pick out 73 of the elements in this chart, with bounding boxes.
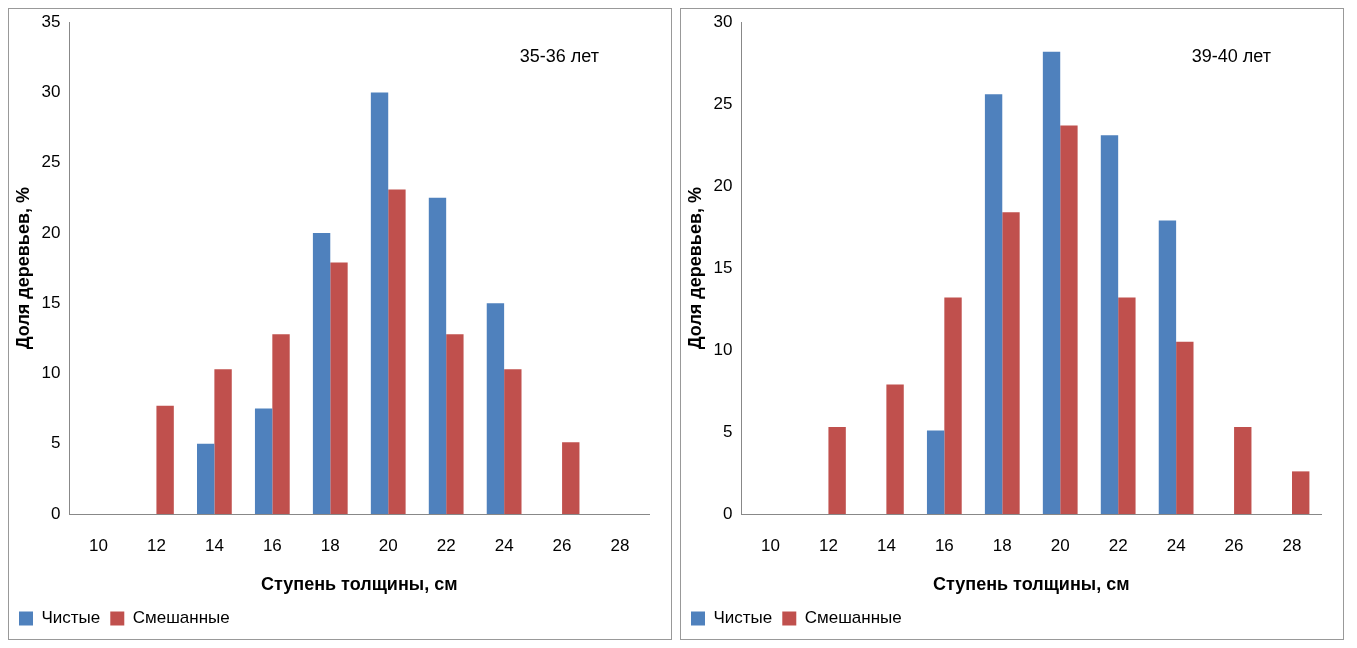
bar <box>944 297 962 514</box>
bar <box>886 384 904 514</box>
bar <box>272 334 290 514</box>
bar <box>330 262 348 514</box>
annotation: 35-36 лет <box>519 46 599 67</box>
y-tick-label: 0 <box>51 503 61 523</box>
bar <box>504 369 522 514</box>
x-tick-label: 28 <box>1282 535 1302 555</box>
x-tick-label: 22 <box>436 535 456 555</box>
bar <box>428 197 447 514</box>
y-tick-label: 15 <box>41 292 61 312</box>
bar <box>1118 297 1136 514</box>
y-tick-label: 5 <box>51 433 61 453</box>
bar <box>1100 135 1119 514</box>
x-tick-label: 10 <box>89 535 108 555</box>
bar <box>446 334 464 514</box>
x-tick-label: 20 <box>1050 535 1070 555</box>
x-tick-label: 24 <box>1166 535 1186 555</box>
bar <box>1292 471 1310 514</box>
y-tick-label: 35 <box>41 11 61 31</box>
bar <box>828 427 846 514</box>
x-axis-title: Ступень толщины, см <box>261 574 458 595</box>
x-tick-label: 18 <box>992 535 1012 555</box>
y-tick-label: 0 <box>723 503 733 523</box>
y-tick-label: 15 <box>713 257 733 277</box>
legend-label: Чистые <box>713 608 773 628</box>
x-tick-label: 16 <box>262 535 282 555</box>
legend-label: Смешанные <box>804 608 902 628</box>
bar <box>388 189 406 514</box>
x-tick-label: 14 <box>876 535 896 555</box>
y-tick-label: 20 <box>713 175 733 195</box>
bar <box>312 232 331 514</box>
bar <box>197 443 215 514</box>
legend-label: Смешанные <box>132 608 230 628</box>
x-axis-title: Ступень толщины, см <box>933 574 1130 595</box>
y-tick-label: 10 <box>41 363 61 383</box>
y-tick-label: 20 <box>41 222 61 242</box>
y-tick-label: 5 <box>723 421 733 441</box>
y-tick-label: 25 <box>41 152 61 172</box>
x-tick-label: 20 <box>378 535 398 555</box>
x-tick-label: 22 <box>1108 535 1128 555</box>
x-tick-label: 26 <box>1224 535 1244 555</box>
x-tick-label: 28 <box>610 535 630 555</box>
y-tick-label: 25 <box>713 93 733 113</box>
x-tick-label: 26 <box>552 535 572 555</box>
y-tick-label: 30 <box>41 82 61 102</box>
y-axis-title: Доля деревьев, % <box>684 187 705 350</box>
bar <box>1060 125 1078 514</box>
bar <box>486 303 505 514</box>
bar <box>370 92 389 514</box>
bar <box>1158 220 1177 514</box>
x-tick-label: 12 <box>146 535 166 555</box>
bar <box>254 408 273 514</box>
bar <box>156 405 174 514</box>
y-axis-title: Доля деревьев, % <box>12 187 33 350</box>
bar <box>984 94 1003 514</box>
bar <box>926 430 945 514</box>
x-tick-label: 18 <box>320 535 340 555</box>
bar <box>214 369 232 514</box>
x-tick-label: 12 <box>818 535 838 555</box>
x-tick-label: 10 <box>761 535 780 555</box>
legend-label: Чистые <box>41 608 101 628</box>
bar <box>1234 427 1252 514</box>
annotation: 39-40 лет <box>1191 46 1271 67</box>
bar <box>562 442 580 514</box>
x-tick-label: 14 <box>204 535 224 555</box>
bar <box>1042 51 1061 514</box>
x-tick-label: 16 <box>934 535 954 555</box>
bar <box>1002 212 1020 514</box>
bar <box>1176 341 1194 514</box>
y-tick-label: 30 <box>713 11 733 31</box>
x-tick-label: 24 <box>494 535 514 555</box>
y-tick-label: 10 <box>713 339 733 359</box>
